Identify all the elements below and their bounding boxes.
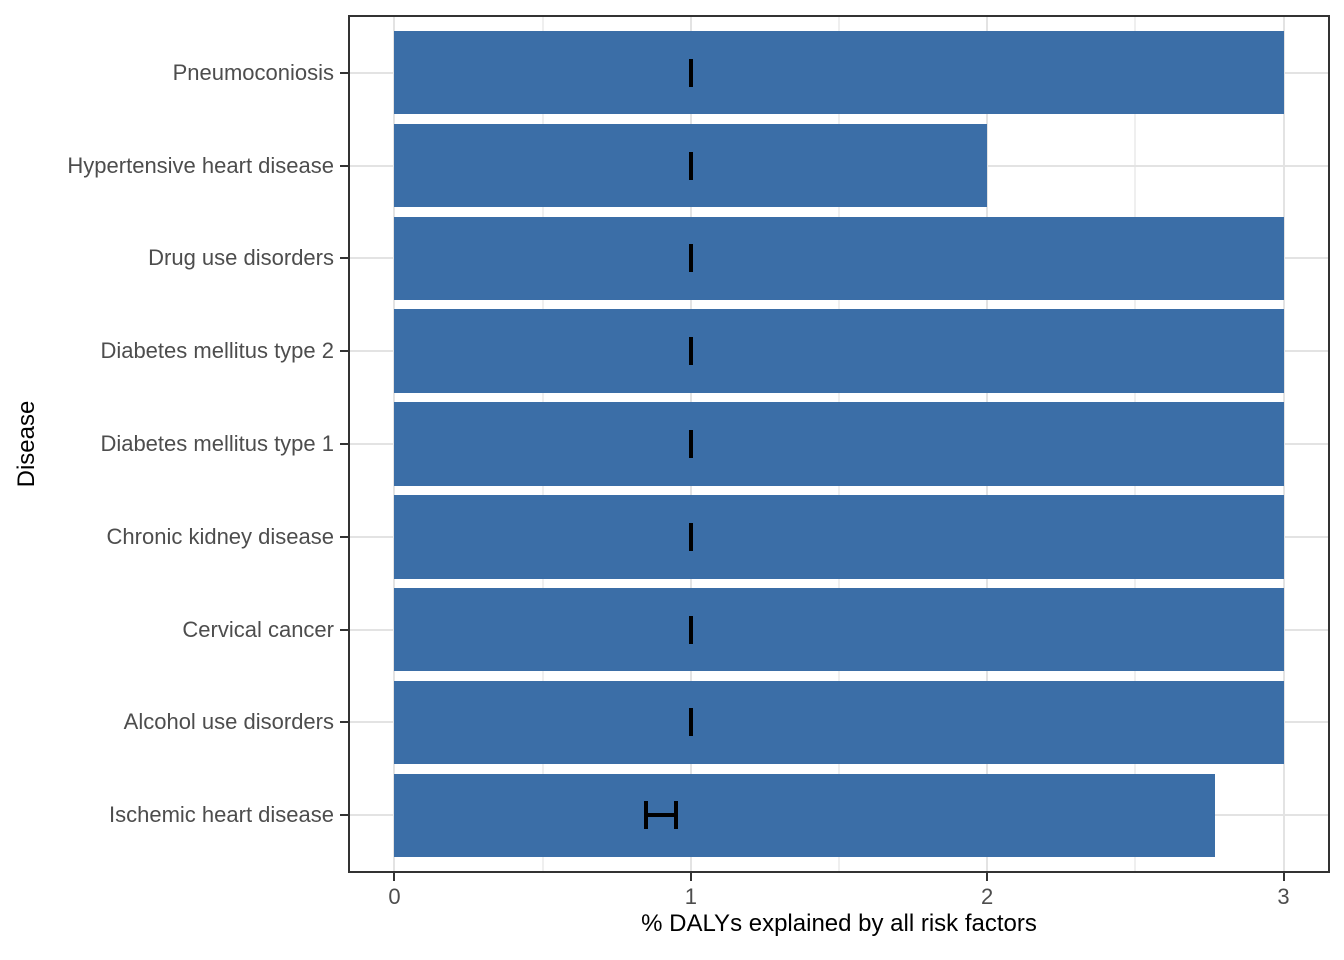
- x-tick-mark: [393, 873, 396, 881]
- x-tick-mark: [986, 873, 989, 881]
- error-bar-tick: [688, 430, 693, 458]
- y-axis-title: Disease: [13, 400, 40, 488]
- bar: [394, 216, 1284, 301]
- bar: [394, 495, 1284, 579]
- x-axis-title: % DALYs explained by all risk factors: [641, 910, 1037, 937]
- y-tick-label: Diabetes mellitus type 2: [100, 338, 334, 364]
- y-tick-mark: [340, 721, 348, 724]
- x-tick-label: 0: [388, 884, 401, 909]
- y-tick-label: Chronic kidney disease: [106, 523, 334, 549]
- x-tick-label: 3: [1277, 884, 1290, 909]
- x-tick-label: 1: [684, 884, 697, 909]
- error-bar-cap-right: [674, 801, 678, 830]
- x-tick-label: 2: [981, 884, 994, 909]
- y-tick-mark: [340, 350, 348, 353]
- error-bar-tick: [688, 151, 693, 180]
- y-tick-label: Drug use disorders: [148, 245, 334, 271]
- bar: [394, 587, 1284, 672]
- y-tick-mark: [340, 71, 348, 74]
- bar: [394, 30, 1284, 115]
- y-tick-mark: [340, 628, 348, 631]
- bar: [394, 680, 1284, 765]
- error-bar-tick: [688, 708, 693, 737]
- y-tick-label: Ischemic heart disease: [109, 802, 334, 828]
- y-tick-label: Hypertensive heart disease: [67, 152, 334, 178]
- plot-panel: [348, 15, 1330, 873]
- error-bar-connector: [646, 813, 676, 818]
- bar: [394, 402, 1284, 486]
- y-tick-label: Diabetes mellitus type 1: [100, 431, 334, 456]
- error-bar-tick: [688, 337, 693, 366]
- y-tick-label: Pneumoconiosis: [172, 59, 334, 85]
- x-tick-mark: [689, 873, 692, 881]
- error-bar-cap-left: [644, 801, 649, 830]
- y-tick-mark: [340, 164, 348, 167]
- error-bar-tick: [688, 615, 693, 644]
- y-tick-mark: [340, 443, 348, 445]
- y-tick-label: Cervical cancer: [182, 616, 334, 642]
- bar: [394, 773, 1216, 858]
- y-tick-label: Alcohol use disorders: [123, 709, 334, 735]
- error-bar-tick: [688, 58, 693, 87]
- error-bar-tick: [688, 522, 693, 551]
- y-tick-mark: [340, 814, 348, 817]
- error-bar-tick: [688, 244, 693, 273]
- y-tick-mark: [340, 535, 348, 538]
- y-tick-mark: [340, 257, 348, 260]
- bar: [394, 309, 1284, 393]
- x-tick-mark: [1282, 873, 1285, 881]
